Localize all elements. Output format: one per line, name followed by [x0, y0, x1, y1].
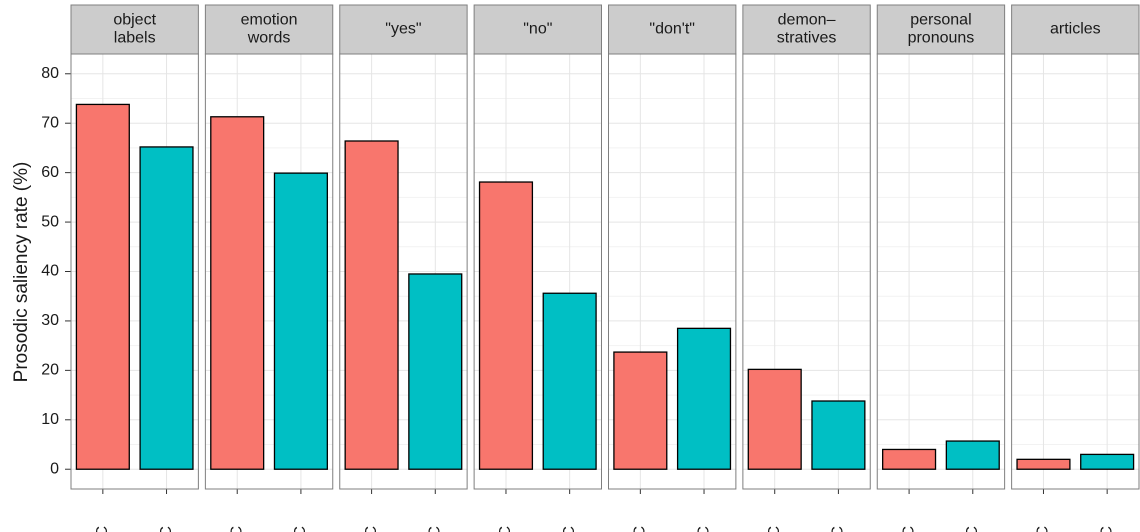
panel-border	[204, 53, 334, 490]
strip-label: words	[247, 30, 291, 47]
x-tick-label: RC	[1035, 526, 1052, 532]
x-tick-label: SC	[830, 526, 847, 532]
x-tick-label: RC	[766, 526, 783, 532]
panel-border	[70, 53, 199, 490]
strip	[473, 4, 602, 55]
y-tick-label: 20	[41, 362, 59, 379]
bar	[945, 440, 1000, 470]
y-axis-title: Prosodic saliency rate (%)	[11, 162, 32, 383]
bar	[139, 146, 194, 470]
bar	[478, 181, 534, 470]
y-tick-label: 0	[50, 460, 59, 477]
bar	[75, 103, 130, 470]
strip-label: articles	[1050, 21, 1101, 38]
strip-label: personal	[910, 12, 971, 29]
strip	[876, 4, 1006, 55]
strip-label: stratives	[777, 30, 837, 47]
x-tick-label: SC	[561, 526, 578, 532]
x-tick-label: RC	[94, 526, 111, 532]
bar	[882, 448, 937, 470]
strip	[1011, 4, 1140, 55]
x-tick-label: SC	[292, 526, 309, 532]
strip-label: labels	[114, 30, 156, 47]
bar	[273, 172, 328, 470]
panel-border	[742, 53, 871, 490]
x-tick-label: RC	[228, 526, 245, 532]
strip-label: "yes"	[385, 21, 421, 38]
x-tick-label: RC	[497, 526, 514, 532]
x-tick-label: SC	[427, 526, 444, 532]
bar	[613, 351, 668, 470]
panel-border	[608, 53, 737, 490]
bar	[210, 116, 265, 470]
strip-label: "don't"	[649, 21, 695, 38]
strip-label: "no"	[523, 21, 552, 38]
x-tick-label: RC	[632, 526, 649, 532]
bar	[408, 273, 463, 470]
strip	[204, 4, 334, 55]
strip	[70, 4, 199, 55]
panel-border	[1011, 53, 1140, 490]
x-tick-label: SC	[1098, 526, 1115, 532]
x-tick-label: SC	[964, 526, 981, 532]
strip-label: demon–	[778, 12, 836, 29]
bar	[1080, 453, 1135, 470]
x-tick-label: SC	[158, 526, 175, 532]
y-tick-label: 70	[41, 114, 59, 131]
panel-border	[876, 53, 1006, 490]
y-tick-label: 80	[41, 65, 59, 82]
y-tick-label: 40	[41, 263, 59, 280]
strip	[608, 4, 737, 55]
bar	[747, 368, 802, 470]
strip-label: pronouns	[908, 30, 975, 47]
strip-label: object	[113, 12, 156, 29]
bar	[811, 400, 866, 470]
panel-border	[473, 53, 602, 490]
x-tick-label: SC	[695, 526, 712, 532]
bar	[542, 292, 597, 470]
x-tick-label: RC	[363, 526, 380, 532]
y-tick-label: 50	[41, 213, 59, 230]
y-tick-label: 60	[41, 164, 59, 181]
bar	[1016, 458, 1071, 470]
bar	[344, 140, 399, 470]
y-tick-label: 30	[41, 312, 59, 329]
y-tick-label: 10	[41, 411, 59, 428]
strip-label: emotion	[241, 12, 298, 29]
bar	[676, 327, 732, 470]
x-tick-label: RC	[900, 526, 917, 532]
panel-border	[339, 53, 468, 490]
